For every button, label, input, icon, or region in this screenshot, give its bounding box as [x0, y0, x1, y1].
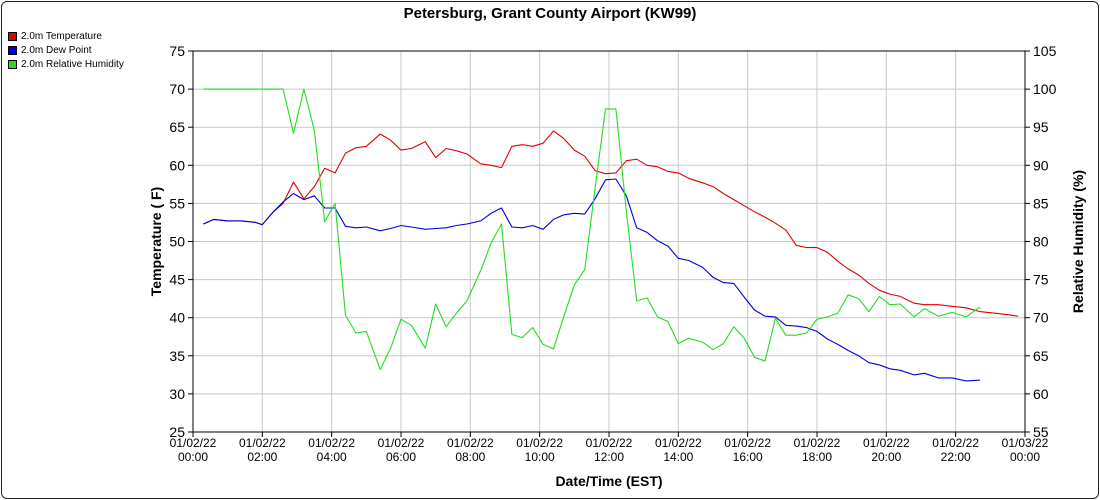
legend-swatch-relative-humidity	[8, 59, 17, 69]
series-line-temperature	[203, 130, 1019, 317]
y-right-tick-label: 75	[1033, 272, 1049, 288]
x-tick-label-time: 08:00	[455, 450, 485, 464]
y-right-tick-label: 60	[1033, 386, 1049, 402]
chart-title: Petersburg, Grant County Airport (KW99)	[403, 5, 697, 22]
series-line-dew-point	[203, 178, 980, 382]
legend-swatch-temperature	[8, 31, 17, 41]
x-tick-label-time: 04:00	[317, 450, 347, 464]
y-right-tick-label: 85	[1033, 195, 1049, 211]
x-tick-label-date: 01/02/22	[516, 436, 563, 450]
y-left-tick-label: 35	[169, 348, 185, 364]
y-right-tick-label: 90	[1033, 157, 1049, 173]
y-left-tick-label: 45	[169, 272, 185, 288]
y-right-tick-label: 70	[1033, 310, 1049, 326]
legend-label-relative-humidity: 2.0m Relative Humidity	[21, 58, 124, 70]
y-axis-title-right: Relative Humidity (%)	[1070, 170, 1086, 313]
legend-item-temperature: 2.0m Temperature	[8, 29, 124, 43]
x-tick-label-date: 01/02/22	[586, 436, 633, 450]
x-tick-label-time: 22:00	[941, 450, 971, 464]
legend-item-relative-humidity: 2.0m Relative Humidity	[8, 57, 124, 71]
y-left-tick-label: 25	[169, 424, 185, 440]
x-tick-label-time: 14:00	[663, 450, 693, 464]
x-tick-label-time: 12:00	[594, 450, 624, 464]
x-tick-label-date: 01/02/22	[655, 436, 702, 450]
y-left-tick-label: 65	[169, 119, 185, 135]
y-left-tick-label: 50	[169, 234, 185, 250]
x-tick-label-time: 06:00	[386, 450, 416, 464]
x-tick-label-date: 01/02/22	[170, 436, 217, 450]
x-tick-label-date: 01/02/22	[863, 436, 910, 450]
legend-label-temperature: 2.0m Temperature	[21, 30, 102, 42]
y-axis-title-left: Temperature ( F)	[148, 187, 164, 296]
x-tick-label-time: 16:00	[733, 450, 763, 464]
y-left-tick-label: 40	[169, 310, 185, 326]
legend-item-dew-point: 2.0m Dew Point	[8, 43, 124, 57]
x-tick-label-time: 20:00	[871, 450, 901, 464]
y-right-tick-label: 80	[1033, 234, 1049, 250]
legend-label-dew-point: 2.0m Dew Point	[21, 44, 92, 56]
x-tick-label-time: 00:00	[178, 450, 208, 464]
x-tick-label-date: 01/02/22	[239, 436, 286, 450]
y-left-tick-label: 60	[169, 157, 185, 173]
x-tick-label-time: 00:00	[1010, 450, 1040, 464]
x-tick-label-date: 01/02/22	[378, 436, 425, 450]
x-axis-title: Date/Time (EST)	[555, 473, 662, 489]
y-left-tick-label: 55	[169, 195, 185, 211]
series-line-relative-humidity	[203, 88, 981, 371]
y-right-tick-label: 65	[1033, 348, 1049, 364]
x-tick-label-date: 01/02/22	[724, 436, 771, 450]
y-left-tick-label: 30	[169, 386, 185, 402]
x-tick-label-date: 01/02/22	[308, 436, 355, 450]
x-tick-label-date: 01/03/22	[1002, 436, 1049, 450]
y-right-tick-label: 55	[1033, 424, 1049, 440]
y-left-tick-label: 75	[169, 43, 185, 59]
x-tick-label-date: 01/02/22	[932, 436, 979, 450]
x-tick-label-time: 18:00	[802, 450, 832, 464]
y-left-tick-label: 70	[169, 81, 185, 97]
x-tick-label-time: 10:00	[525, 450, 555, 464]
x-tick-label-date: 01/02/22	[794, 436, 841, 450]
x-tick-label-time: 02:00	[247, 450, 277, 464]
y-right-tick-label: 105	[1033, 43, 1057, 59]
legend: 2.0m Temperature 2.0m Dew Point 2.0m Rel…	[8, 29, 124, 71]
y-right-tick-label: 100	[1033, 81, 1057, 97]
legend-swatch-dew-point	[8, 45, 17, 55]
x-tick-label-date: 01/02/22	[447, 436, 494, 450]
y-right-tick-label: 95	[1033, 119, 1049, 135]
